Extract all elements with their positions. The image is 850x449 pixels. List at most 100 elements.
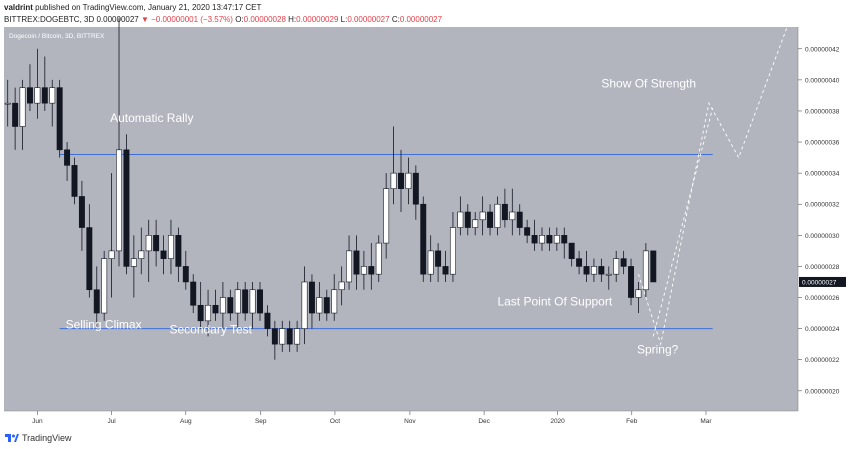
tradingview-logo[interactable]: TradingView (5, 433, 72, 443)
projection-path[interactable] (638, 17, 792, 346)
candle[interactable] (264, 305, 271, 337)
candle[interactable] (405, 157, 412, 205)
candle[interactable] (175, 227, 182, 282)
candle[interactable] (86, 204, 93, 298)
candle[interactable] (93, 266, 100, 329)
candle[interactable] (190, 274, 197, 314)
candle[interactable] (539, 227, 545, 251)
candle[interactable] (197, 281, 204, 329)
candle[interactable] (628, 258, 635, 306)
candle[interactable] (620, 250, 627, 275)
annotation-label[interactable]: Spring? (637, 342, 679, 356)
candle[interactable] (390, 126, 397, 205)
candle[interactable] (464, 204, 471, 236)
candle[interactable] (56, 79, 63, 158)
candle[interactable] (71, 157, 78, 205)
candle[interactable] (472, 212, 479, 236)
candle[interactable] (553, 227, 560, 251)
candle[interactable] (271, 320, 278, 360)
plot-area[interactable] (4, 27, 798, 411)
candle[interactable] (130, 235, 137, 298)
candle[interactable] (375, 235, 382, 282)
candle[interactable] (590, 258, 597, 282)
candle[interactable] (561, 227, 568, 259)
candle[interactable] (605, 266, 612, 290)
candle[interactable] (494, 196, 501, 236)
candle[interactable] (219, 281, 226, 329)
author-name[interactable]: valdrint (4, 3, 33, 12)
candle[interactable] (576, 250, 583, 275)
candle[interactable] (516, 204, 523, 236)
candle[interactable] (49, 79, 56, 127)
candle[interactable] (398, 149, 404, 213)
candle[interactable] (642, 243, 649, 298)
candle[interactable] (227, 289, 234, 321)
candle[interactable] (160, 235, 167, 275)
candle[interactable] (27, 64, 33, 111)
candle[interactable] (353, 235, 360, 290)
candle[interactable] (167, 219, 174, 275)
candle[interactable] (457, 196, 464, 236)
annotation-label[interactable]: Show Of Strength (601, 77, 696, 91)
candle[interactable] (412, 165, 419, 220)
candle[interactable] (12, 87, 19, 150)
candle[interactable] (435, 243, 442, 282)
candle[interactable] (531, 219, 538, 251)
candle[interactable] (479, 196, 486, 236)
candle[interactable] (568, 242, 575, 267)
candle[interactable] (583, 250, 590, 282)
candle[interactable] (64, 142, 71, 181)
annotation-label[interactable]: Secondary Test (169, 322, 252, 336)
candle[interactable] (487, 204, 494, 236)
candle[interactable] (442, 250, 449, 282)
candle[interactable] (279, 320, 286, 352)
candle[interactable] (19, 79, 26, 150)
candle[interactable] (34, 48, 41, 119)
candle[interactable] (635, 281, 642, 314)
candle[interactable] (123, 134, 130, 275)
candle[interactable] (368, 243, 375, 290)
candle[interactable] (331, 274, 338, 321)
candle[interactable] (4, 79, 11, 127)
candle[interactable] (242, 281, 249, 321)
candle[interactable] (509, 188, 516, 236)
candle[interactable] (257, 281, 263, 321)
candle[interactable] (286, 320, 293, 352)
candle[interactable] (116, 17, 122, 267)
candle[interactable] (205, 289, 212, 337)
candle[interactable] (212, 289, 219, 321)
candle[interactable] (145, 219, 152, 282)
candle[interactable] (501, 188, 508, 228)
candle[interactable] (153, 219, 160, 267)
candle[interactable] (301, 266, 308, 345)
candle[interactable] (308, 274, 315, 329)
candle[interactable] (346, 235, 353, 290)
candle[interactable] (420, 196, 427, 282)
candle[interactable] (323, 289, 330, 321)
candle[interactable] (108, 173, 115, 298)
candle[interactable] (546, 227, 553, 251)
candle[interactable] (41, 56, 48, 111)
candle[interactable] (360, 250, 367, 290)
candle[interactable] (449, 212, 456, 282)
annotation-label[interactable]: Selling Climax (66, 318, 142, 332)
candle[interactable] (101, 250, 108, 321)
candle[interactable] (138, 227, 145, 275)
annotation-label[interactable]: Last Point Of Support (497, 294, 612, 308)
candle[interactable] (650, 250, 657, 283)
candle[interactable] (524, 219, 531, 244)
annotation-label[interactable]: Automatic Rally (110, 111, 193, 125)
candle[interactable] (249, 281, 256, 329)
candle[interactable] (613, 250, 620, 282)
candle[interactable] (234, 281, 241, 329)
candle[interactable] (598, 258, 605, 282)
candle[interactable] (427, 235, 434, 282)
candle[interactable] (316, 281, 323, 321)
candle[interactable] (182, 250, 189, 290)
candle-body (449, 227, 456, 275)
candle[interactable] (294, 320, 301, 352)
candle[interactable] (78, 180, 85, 251)
candle[interactable] (383, 173, 390, 259)
candle[interactable] (338, 266, 345, 306)
